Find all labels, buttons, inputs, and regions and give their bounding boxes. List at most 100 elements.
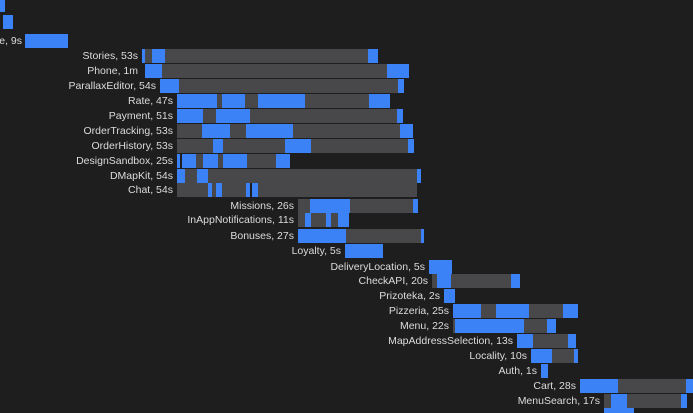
bar-segment [326, 213, 331, 227]
bar-segment [252, 183, 258, 197]
row-label: OrderHistory, 53s [92, 140, 174, 152]
bar-segment [398, 79, 404, 93]
bar-segment [455, 319, 524, 333]
row-label: Auth, 1s [498, 365, 537, 377]
bar-segment [310, 199, 350, 213]
row-label: Phone, 1m [87, 65, 138, 77]
row-label: Prizoteka, 2s [379, 290, 440, 302]
bar-segment [160, 79, 179, 93]
bar-segment [627, 394, 681, 408]
row-label: Locality, 10s [469, 350, 527, 362]
row-label: Menu, 22s [400, 320, 449, 332]
bar-segment [444, 289, 455, 303]
row-label: MenuSearch, 17s [518, 395, 600, 407]
row-label: InAppNotifications, 11s [187, 214, 294, 226]
row-label: Rate, 47s [128, 95, 173, 107]
bar-segment [250, 109, 397, 123]
bar-segment [345, 244, 383, 258]
bar-segment [145, 49, 152, 63]
bar-segment [533, 334, 568, 348]
bar-segment [369, 94, 390, 108]
bar-segment [213, 139, 223, 153]
bar-segment [223, 154, 247, 168]
row-label: Pizzeria, 25s [389, 305, 449, 317]
bar-segment [397, 109, 403, 123]
row-label: CheckAPI, 20s [359, 275, 428, 287]
bar-segment [197, 169, 208, 183]
row-label: Stories, 53s [83, 50, 138, 62]
bar-segment [203, 109, 216, 123]
bar-segment [196, 154, 203, 168]
bar-segment [182, 154, 196, 168]
bar-segment [429, 260, 452, 274]
bar-segment [162, 64, 387, 78]
bar-segment [432, 274, 437, 288]
bar-segment [552, 349, 574, 363]
bar-segment [311, 139, 408, 153]
bar-segment [563, 304, 578, 318]
bar-segment [177, 183, 208, 197]
row-label: DMapKit, 54s [110, 170, 173, 182]
bar-segment [350, 199, 413, 213]
row-label: ParallaxEditor, 54s [68, 80, 156, 92]
bar-segment [246, 183, 250, 197]
bar-segment [202, 124, 230, 138]
bar-segment [212, 183, 216, 197]
bar-segment [305, 94, 369, 108]
bar-segment [481, 304, 496, 318]
bar-segment [222, 94, 245, 108]
bar-segment [218, 154, 223, 168]
bar-segment [338, 213, 349, 227]
bar-segment [346, 229, 421, 243]
bar-segment [331, 213, 338, 227]
bar-segment [305, 213, 311, 227]
bar-segment [245, 94, 258, 108]
bar-segment [25, 34, 68, 48]
bar-segment [208, 183, 212, 197]
bar-segment [417, 169, 421, 183]
bar-segment [574, 349, 578, 363]
bar-segment [177, 169, 185, 183]
bar-segment [387, 64, 409, 78]
bar-segment [177, 124, 202, 138]
bar-segment [3, 15, 13, 29]
bar-segment [298, 213, 305, 227]
bar-segment [298, 199, 310, 213]
bar-segment [230, 124, 246, 138]
bar-segment [203, 154, 218, 168]
bar-segment [152, 49, 165, 63]
bar-segment [298, 229, 346, 243]
row-label: Chat, 54s [128, 184, 173, 196]
bar-segment [451, 274, 511, 288]
bar-segment [165, 49, 368, 63]
bar-segment [686, 379, 693, 393]
bar-segment [185, 169, 197, 183]
bar-segment [177, 94, 217, 108]
bar-segment [177, 154, 180, 168]
bar-segment [216, 109, 250, 123]
row-label: Cart, 28s [533, 380, 576, 392]
bar-segment [437, 274, 451, 288]
bar-segment [580, 379, 618, 393]
bar-segment [408, 139, 414, 153]
row-label: Missions, 26s [230, 200, 294, 212]
bar-segment [413, 199, 418, 213]
row-label: OrderTracking, 53s [84, 125, 173, 137]
bar-segment [223, 139, 285, 153]
bar-segment [216, 183, 222, 197]
row-label: MapAddressSelection, 13s [388, 335, 513, 347]
bar-segment [611, 394, 627, 408]
bar-segment [179, 79, 398, 93]
bar-segment [568, 334, 576, 348]
bar-segment [517, 334, 533, 348]
row-label: Payment, 51s [109, 110, 173, 122]
bar-segment [511, 274, 520, 288]
row-label: DesignSandbox, 25s [76, 155, 173, 167]
bar-segment [368, 49, 378, 63]
row-label: DeliveryLocation, 5s [330, 261, 425, 273]
bar-segment [604, 394, 611, 408]
bar-segment [618, 379, 686, 393]
bar-segment [177, 139, 213, 153]
bar-segment [529, 304, 563, 318]
